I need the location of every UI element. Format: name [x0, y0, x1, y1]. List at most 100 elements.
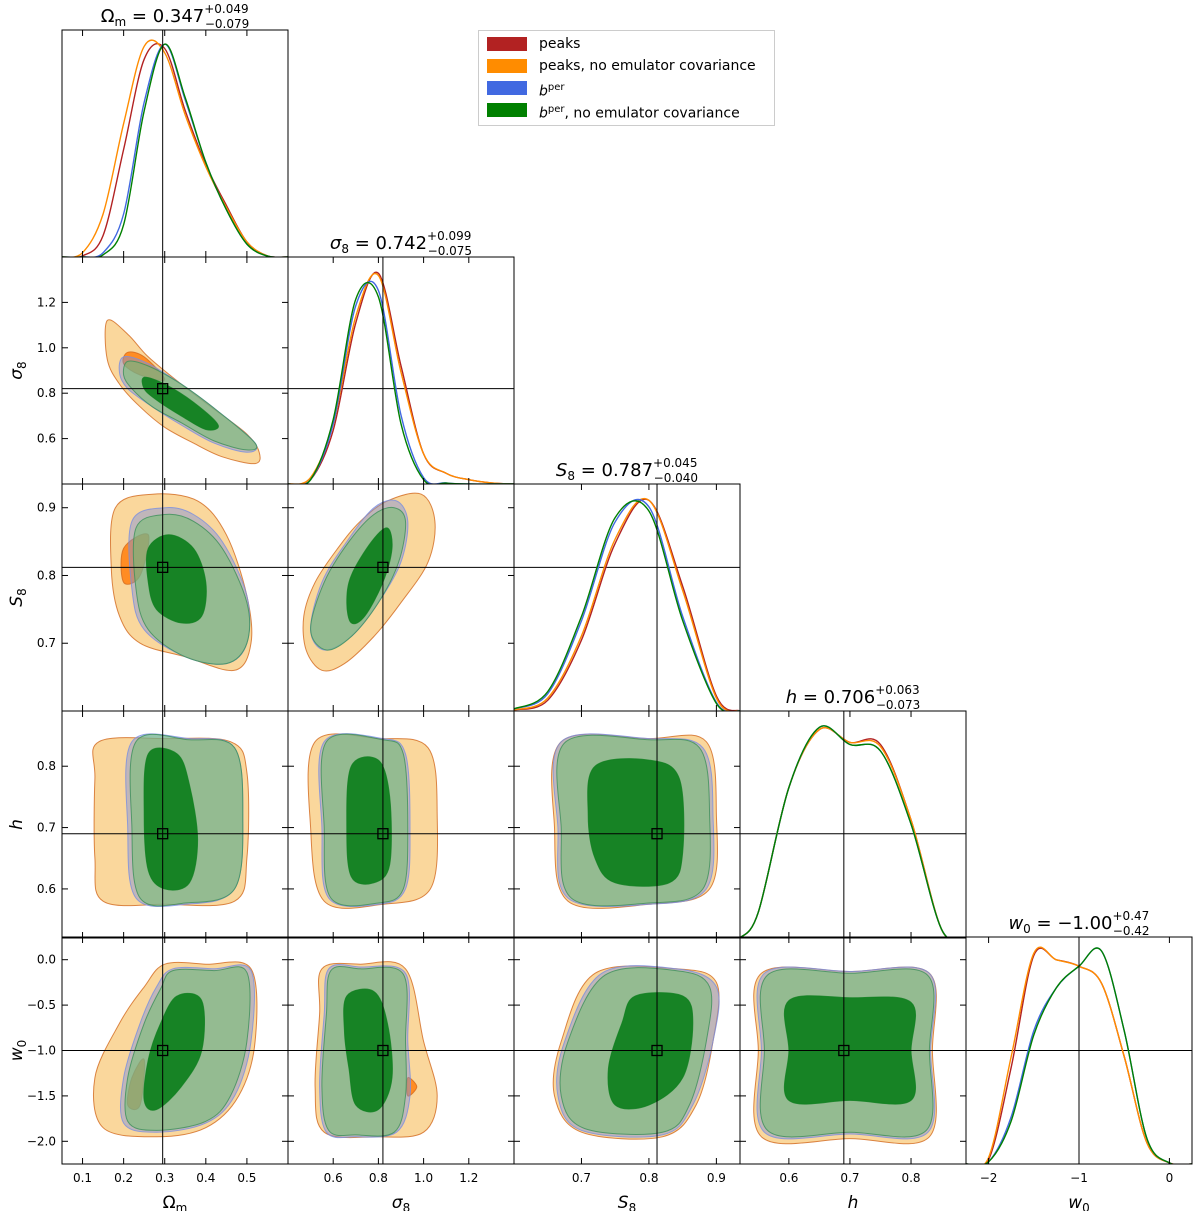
legend-label-peaks: peaks — [539, 36, 581, 52]
x-tick-label: 0.9 — [707, 1171, 726, 1185]
y-tick-label: −0.5 — [27, 998, 56, 1012]
y-tick-label: 0.0 — [37, 953, 56, 967]
x-tick-label: 0.8 — [901, 1171, 920, 1185]
contour-bper-noemu-68 — [587, 758, 685, 887]
fiducial-marker — [157, 1044, 169, 1057]
marginal-line-bper-noemu — [288, 281, 514, 484]
y-tick-label: 0.9 — [37, 501, 56, 515]
x-tick-label: 0.2 — [114, 1171, 133, 1185]
legend-swatch-bper-noemu — [487, 103, 527, 117]
x-tick-label: −2 — [980, 1171, 998, 1185]
title-S8: S8 = 0.787+0.045 −0.040 — [556, 456, 698, 485]
fiducial-marker — [377, 561, 389, 573]
y-tick-label: 0.6 — [37, 432, 56, 446]
y-axis-label-s8: σ8 — [7, 361, 29, 379]
fiducial-marker — [377, 1044, 389, 1057]
contour-bper-noemu-68 — [783, 995, 916, 1105]
title-s8: σ8 = 0.742+0.099 −0.075 — [330, 229, 472, 258]
marginal-line-bper-noemu — [740, 725, 966, 938]
marginal-line-peaks-noemu — [288, 272, 514, 484]
panel-S8-h — [514, 711, 740, 938]
y-axis-label-h: h — [7, 819, 27, 830]
x-tick-label: 0.7 — [840, 1171, 859, 1185]
marginal-w0 — [966, 937, 1192, 1164]
fiducial-marker — [838, 1044, 850, 1057]
panel-s8-S8 — [288, 484, 514, 711]
marginal-Om — [62, 30, 288, 257]
x-tick-label: 0.1 — [73, 1171, 92, 1185]
legend-label-bper-noemu: bper, no emulator covariance — [539, 104, 740, 122]
marginal-line-bper — [288, 280, 514, 484]
marginal-line-bper-noemu — [966, 947, 1192, 1164]
x-tick-label: 0 — [1166, 1171, 1174, 1185]
marginal-line-peaks — [288, 271, 514, 484]
x-axis-label-w0: w0 — [1068, 1193, 1090, 1211]
x-axis-label-Om: Ωm — [163, 1193, 188, 1211]
marginal-line-bper — [514, 498, 740, 711]
y-axis-label-w0: w0 — [7, 1040, 29, 1062]
marginal-line-bper-noemu — [514, 500, 740, 711]
y-axis-label-S8: S8 — [7, 588, 29, 606]
x-tick-label: 0.8 — [639, 1171, 658, 1185]
panel-Om-h — [62, 711, 288, 938]
legend-swatch-bper — [487, 81, 527, 95]
title-w0: w0 = −1.00+0.47 −0.42 — [1008, 909, 1149, 938]
x-tick-label: 0.5 — [237, 1171, 256, 1185]
y-tick-label: −1.0 — [27, 1044, 56, 1058]
x-tick-label: 0.3 — [155, 1171, 174, 1185]
contour-bper-noemu-68 — [143, 992, 206, 1111]
panel-h-w0 — [740, 937, 966, 1164]
panel-S8-w0 — [514, 937, 740, 1164]
x-axis-label-S8: S8 — [618, 1193, 636, 1211]
panel-Om-s8 — [62, 257, 288, 484]
y-tick-label: 1.2 — [37, 295, 56, 309]
x-tick-label: 0.7 — [572, 1171, 591, 1185]
fiducial-marker — [157, 561, 169, 573]
title-h: h = 0.706+0.063 −0.073 — [786, 683, 921, 712]
y-tick-label: −2.0 — [27, 1134, 56, 1148]
y-tick-label: 0.6 — [37, 882, 56, 896]
legend: peaks peaks, no emulator covariance bper… — [478, 30, 775, 126]
marginal-line-peaks-noemu — [514, 497, 740, 711]
x-tick-label: 0.4 — [196, 1171, 215, 1185]
contour-bper-noemu-68 — [346, 756, 392, 885]
x-tick-label: 0.8 — [369, 1171, 388, 1185]
x-axis-label-h: h — [848, 1193, 859, 1211]
y-tick-label: −1.5 — [27, 1089, 56, 1103]
x-tick-label: −1 — [1070, 1171, 1088, 1185]
fiducial-marker — [157, 383, 169, 395]
legend-label-bper: bper — [539, 82, 565, 100]
fiducial-marker — [157, 828, 169, 840]
marginal-S8 — [514, 484, 740, 711]
panel-Om-w0 — [62, 937, 288, 1164]
marginal-line-bper — [740, 725, 966, 938]
panel-s8-w0 — [288, 937, 514, 1164]
marginal-line-peaks — [62, 42, 288, 257]
fiducial-marker — [377, 828, 389, 840]
panel-s8-h — [288, 711, 514, 938]
title-Om: Ωm = 0.347+0.049 −0.079 — [101, 2, 250, 31]
y-tick-label: 1.0 — [37, 341, 56, 355]
x-tick-label: 0.6 — [324, 1171, 343, 1185]
contour-peaks-noemu-68 — [406, 1077, 418, 1097]
contour-bper-noemu-68 — [143, 747, 199, 891]
marginal-line-bper-noemu — [62, 43, 288, 257]
x-axis-label-s8: σ8 — [392, 1193, 410, 1211]
marginal-line-peaks — [514, 498, 740, 711]
y-tick-label: 0.7 — [37, 821, 56, 835]
marginal-s8 — [288, 257, 514, 484]
marginal-h — [740, 711, 966, 938]
x-tick-label: 1.0 — [414, 1171, 433, 1185]
y-tick-label: 0.7 — [37, 636, 56, 650]
marginal-line-peaks-noemu — [62, 39, 288, 257]
legend-label-peaks-noemu: peaks, no emulator covariance — [539, 58, 756, 74]
y-tick-label: 0.8 — [37, 568, 56, 582]
legend-swatch-peaks-noemu — [487, 59, 527, 73]
y-tick-label: 0.8 — [37, 759, 56, 773]
legend-swatch-peaks — [487, 37, 527, 51]
x-tick-label: 0.6 — [779, 1171, 798, 1185]
panel-frame — [739, 710, 967, 939]
panel-Om-S8 — [62, 484, 288, 711]
y-tick-label: 0.8 — [37, 386, 56, 400]
